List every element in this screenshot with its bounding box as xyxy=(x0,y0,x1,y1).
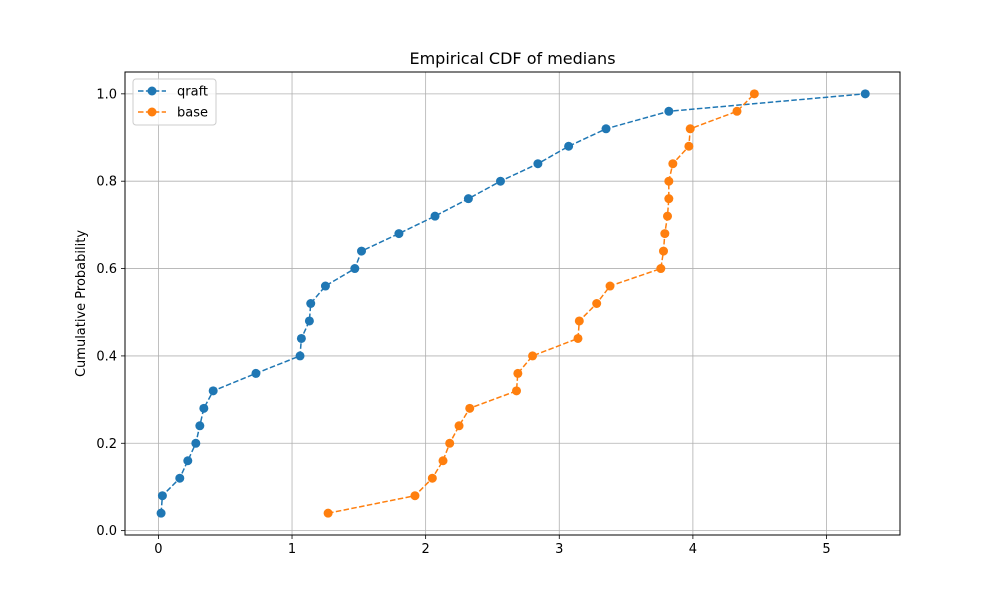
data-point-base xyxy=(664,194,674,204)
data-point-qraft xyxy=(664,106,674,116)
data-point-qraft xyxy=(495,176,505,186)
x-axis: 0 1 2 3 4 5 xyxy=(154,535,831,557)
y-axis: 0.0 0.2 0.4 0.6 0.8 1.0 xyxy=(96,87,125,539)
x-tick-label: 3 xyxy=(555,542,563,557)
data-point-base xyxy=(573,333,583,343)
data-point-base xyxy=(574,316,584,326)
data-point-qraft xyxy=(306,299,316,308)
data-point-qraft xyxy=(430,211,440,221)
data-point-base xyxy=(684,141,694,151)
series-base xyxy=(323,89,759,518)
x-tick-label: 0 xyxy=(154,542,162,557)
data-point-base xyxy=(438,456,448,466)
legend-label-base: base xyxy=(177,106,208,121)
x-tick-label: 4 xyxy=(689,542,697,557)
data-point-base xyxy=(592,299,602,308)
data-point-qraft xyxy=(191,438,201,448)
data-point-qraft xyxy=(208,386,218,396)
data-point-qraft xyxy=(175,473,185,483)
data-point-qraft xyxy=(199,403,209,413)
x-tick-label: 5 xyxy=(822,542,830,557)
series-layer xyxy=(156,89,870,518)
data-point-qraft xyxy=(320,281,330,291)
data-point-base xyxy=(658,246,668,256)
data-point-qraft xyxy=(601,124,611,134)
data-point-qraft xyxy=(394,229,404,239)
data-point-base xyxy=(660,229,670,239)
data-point-base xyxy=(465,403,475,413)
data-point-base xyxy=(513,368,523,378)
series-qraft xyxy=(156,89,870,518)
data-point-qraft xyxy=(296,333,306,343)
data-point-qraft xyxy=(533,159,543,169)
data-point-base xyxy=(749,89,759,99)
y-tick-label: 0.4 xyxy=(96,349,117,364)
y-tick-label: 0.8 xyxy=(96,175,117,190)
grid xyxy=(125,72,900,535)
y-tick-label: 1.0 xyxy=(96,87,117,102)
legend-marker-base xyxy=(147,107,157,117)
data-point-base xyxy=(410,491,420,501)
data-point-base xyxy=(656,264,666,274)
plot-frame xyxy=(124,71,901,536)
data-point-qraft xyxy=(295,351,305,361)
data-point-base xyxy=(605,281,615,291)
data-point-base xyxy=(323,508,333,518)
chart-title: Empirical CDF of medians xyxy=(409,49,615,68)
data-point-qraft xyxy=(357,246,367,256)
y-tick-label: 0.6 xyxy=(96,262,117,277)
data-point-qraft xyxy=(183,456,193,466)
data-point-qraft xyxy=(195,421,205,431)
y-tick-label: 0.2 xyxy=(96,437,117,452)
data-point-base xyxy=(454,421,464,431)
y-axis-label: Cumulative Probability xyxy=(74,230,89,377)
data-point-base xyxy=(512,386,522,396)
data-point-qraft xyxy=(350,264,360,274)
data-point-base xyxy=(427,473,437,483)
data-point-base xyxy=(685,124,695,134)
data-point-qraft xyxy=(463,194,473,204)
data-point-qraft xyxy=(251,368,261,378)
data-point-base xyxy=(528,351,538,361)
data-point-base xyxy=(732,106,742,116)
data-point-base xyxy=(668,159,678,169)
data-point-qraft xyxy=(157,491,167,501)
y-tick-label: 0.0 xyxy=(96,524,117,539)
data-point-base xyxy=(664,176,674,186)
data-point-base xyxy=(663,211,672,221)
data-point-base xyxy=(445,438,455,448)
data-point-qraft xyxy=(156,508,166,518)
legend-marker-qraft xyxy=(147,86,157,96)
x-tick-label: 2 xyxy=(422,542,430,557)
legend-label-qraft: qraft xyxy=(177,85,208,100)
x-tick-label: 1 xyxy=(288,542,296,557)
data-point-qraft xyxy=(860,89,870,99)
data-point-qraft xyxy=(564,141,574,151)
data-point-qraft xyxy=(304,316,314,326)
legend: qraft base xyxy=(132,78,217,126)
